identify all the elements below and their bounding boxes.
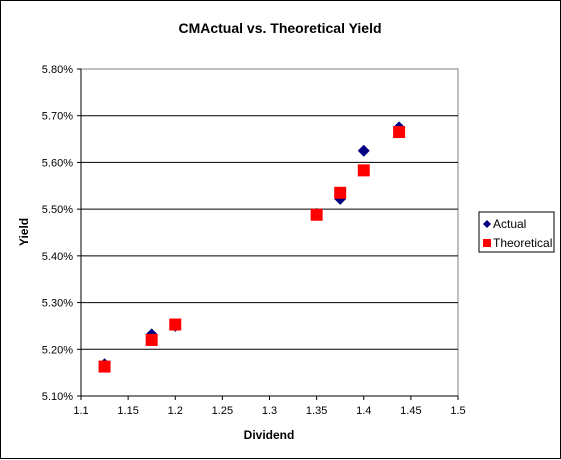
y-tick-label: 5.50% bbox=[42, 204, 73, 216]
legend-actual-label: Actual bbox=[493, 217, 526, 231]
x-tick-label: 1.2 bbox=[168, 405, 183, 417]
x-tick-label: 1.25 bbox=[212, 405, 233, 417]
x-tick-label: 1.35 bbox=[306, 405, 327, 417]
legend-box bbox=[478, 211, 555, 253]
theoretical-point bbox=[98, 360, 111, 373]
y-tick-label: 5.40% bbox=[42, 251, 73, 263]
x-tick-label: 1.4 bbox=[356, 405, 371, 417]
theoretical-point bbox=[145, 333, 158, 346]
x-axis-label: Dividend bbox=[244, 428, 295, 442]
legend: Actual Theoretical bbox=[478, 211, 555, 253]
theoretical-point bbox=[357, 164, 370, 177]
x-tick-label: 1.3 bbox=[262, 405, 277, 417]
x-tick-label: 1.5 bbox=[450, 405, 465, 417]
y-tick-label: 5.20% bbox=[42, 344, 73, 356]
x-tick-label: 1.45 bbox=[400, 405, 421, 417]
y-tick-label: 5.30% bbox=[42, 298, 73, 310]
gridlines bbox=[81, 115, 458, 350]
legend-theoretical-label: Theoretical bbox=[493, 236, 552, 250]
y-axis-ticks: 5.10% 5.20% 5.30% 5.40% 5.50% 5.60% 5.70% 5.80% bbox=[42, 64, 82, 403]
theoretical-point bbox=[334, 186, 347, 199]
chart-title: CMActual vs. Theoretical Yield bbox=[178, 20, 381, 36]
y-tick-label: 5.70% bbox=[42, 111, 73, 123]
legend-theoretical-marker bbox=[483, 239, 491, 247]
theoretical-point bbox=[169, 318, 182, 331]
theoretical-point bbox=[310, 208, 323, 221]
theoretical-point bbox=[393, 126, 406, 139]
y-axis-label: Yield bbox=[17, 218, 31, 246]
x-tick-label: 1.1 bbox=[73, 405, 88, 417]
y-tick-label: 5.60% bbox=[42, 157, 73, 169]
x-tick-label: 1.15 bbox=[117, 405, 138, 417]
data-points bbox=[98, 121, 406, 373]
plot-background bbox=[80, 68, 459, 397]
actual-point bbox=[357, 144, 370, 157]
y-tick-label: 5.80% bbox=[42, 64, 73, 76]
legend-actual-marker bbox=[483, 220, 491, 228]
y-tick-label: 5.10% bbox=[42, 391, 73, 403]
x-axis-ticks: 1.1 1.15 1.2 1.25 1.3 1.35 1.4 1.45 1.5 bbox=[73, 395, 466, 417]
plot-area: 1.1 1.15 1.2 1.25 1.3 1.35 1.4 1.45 1.5 5.10% 5.2… bbox=[42, 64, 466, 417]
